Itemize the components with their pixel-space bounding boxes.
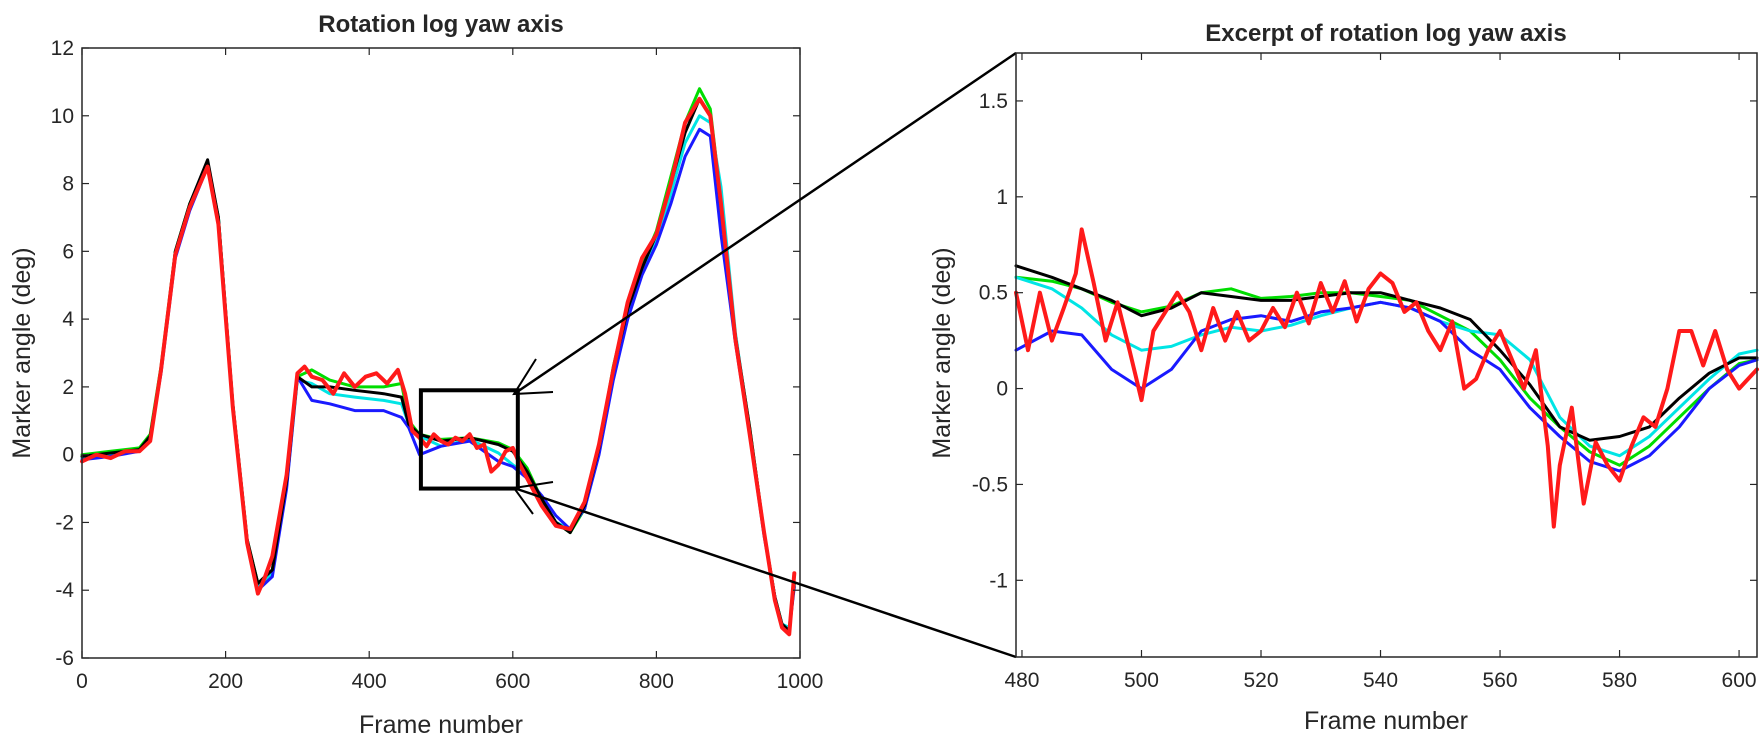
excerpt-plot-y-tick-label: 0.5: [979, 282, 1008, 305]
zoom-connector-top: [513, 51, 1017, 396]
excerpt-plot-title: Excerpt of rotation log yaw axis: [1205, 20, 1566, 47]
main-plot-y-tick-label: 8: [62, 173, 74, 196]
main-plot-y-axis-label: Marker angle (deg): [8, 247, 36, 458]
excerpt-plot: Excerpt of rotation log yaw axis 480 500 5…: [928, 20, 1759, 735]
main-plot-series-line-1: [80, 114, 796, 629]
main-plot-x-tick-label: 600: [495, 670, 530, 693]
excerpt-plot-x-tick-label: 500: [1124, 669, 1159, 692]
excerpt-plot-x-axis-label: Frame number: [1304, 707, 1468, 735]
main-plot-y-tick-label: -6: [55, 647, 74, 670]
main-plot-y-tick-label: 0: [62, 444, 74, 467]
arrowhead-top: [512, 358, 554, 396]
main-plot-series-line-4: [80, 96, 797, 637]
excerpt-plot-y-tick-label: 1.5: [979, 90, 1008, 113]
main-plot-x-tick-label: 200: [208, 670, 243, 693]
excerpt-plot-ticks: 480 500 520 540 560 580 600 -1 -0.5 0 0.5 1 1.5: [972, 53, 1757, 692]
zoom-connector-bottom: [513, 486, 1017, 659]
main-plot-x-axis-label: Frame number: [359, 711, 523, 739]
main-plot-x-tick-label: 400: [352, 670, 387, 693]
main-plot-title: Rotation log yaw axis: [318, 11, 563, 38]
excerpt-plot-x-tick-label: 480: [1004, 669, 1039, 692]
excerpt-plot-y-tick-label: -1: [989, 569, 1008, 592]
main-plot-y-tick-label: 6: [62, 240, 74, 263]
main-plot-x-tick-label: 0: [76, 670, 88, 693]
excerpt-plot-series-line-0: [1014, 275, 1759, 467]
main-plot-y-tick-label: 12: [51, 37, 74, 60]
main-plot-y-tick-label: 10: [51, 105, 74, 128]
excerpt-plot-series: [1014, 227, 1759, 529]
main-plot-ticks: 0 200 400 600 800 1000 -6 -4 -2 0 2 4 6 8 10 12: [51, 37, 824, 693]
excerpt-plot-y-tick-label: 0: [996, 378, 1008, 401]
main-plot-series: [80, 87, 797, 637]
excerpt-plot-x-tick-label: 600: [1722, 669, 1757, 692]
excerpt-plot-axes-box: [1015, 52, 1758, 658]
zoom-connector: [512, 51, 1017, 659]
zoom-box: [418, 388, 520, 491]
excerpt-plot-y-tick-label: -0.5: [972, 473, 1008, 496]
excerpt-plot-x-tick-label: 580: [1602, 669, 1637, 692]
main-plot-x-tick-label: 800: [639, 670, 674, 693]
excerpt-plot-x-tick-label: 540: [1363, 669, 1398, 692]
main-plot-y-tick-label: -4: [55, 579, 74, 602]
main-plot-y-tick-label: 2: [62, 376, 74, 399]
excerpt-plot-y-axis-label: Marker angle (deg): [928, 247, 956, 458]
main-plot: Rotation log yaw axis 0 200 400 600 800 1000 -…: [8, 11, 823, 739]
main-plot-y-tick-label: -2: [55, 511, 74, 534]
main-plot-x-tick-label: 1000: [777, 670, 824, 693]
main-plot-series-line-3: [80, 97, 796, 633]
excerpt-plot-series-line-3: [1014, 264, 1759, 442]
arrowhead-bottom: [512, 481, 554, 515]
excerpt-plot-x-tick-label: 560: [1483, 669, 1518, 692]
main-plot-y-tick-label: 4: [62, 308, 74, 331]
main-plot-axes-box: [81, 47, 801, 659]
excerpt-plot-y-tick-label: 1: [996, 186, 1008, 209]
main-plot-series-line-0: [80, 87, 796, 633]
excerpt-plot-series-line-4: [1014, 227, 1759, 529]
excerpt-plot-series-line-2: [1014, 300, 1759, 473]
excerpt-plot-x-tick-label: 520: [1243, 669, 1278, 692]
